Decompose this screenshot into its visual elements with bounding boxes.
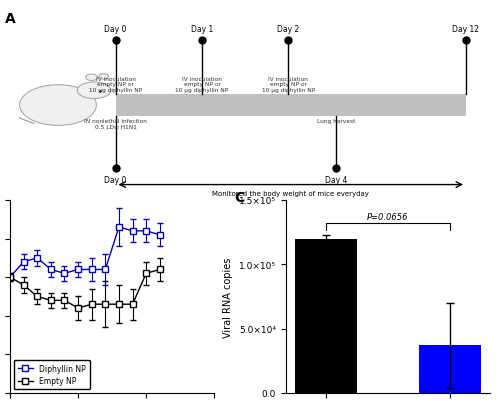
Text: Lung harvest: Lung harvest — [317, 119, 356, 124]
Text: IV inoculation
empty NP or
10 µg diphyllin NP: IV inoculation empty NP or 10 µg diphyll… — [262, 76, 315, 93]
Ellipse shape — [86, 75, 98, 81]
Text: Day 1: Day 1 — [191, 25, 213, 34]
Bar — [295, 239, 357, 393]
Ellipse shape — [99, 75, 108, 80]
Text: IV inoculation
empty NP or
10 µg diphyllin NP: IV inoculation empty NP or 10 µg diphyll… — [176, 76, 229, 93]
Text: A: A — [5, 12, 16, 26]
Text: IV inoculation
empty NP or
10 µg diphyllin NP: IV inoculation empty NP or 10 µg diphyll… — [89, 76, 142, 93]
Text: Monitored the body weight of mice everyday: Monitored the body weight of mice everyd… — [212, 190, 369, 196]
Text: Day 4: Day 4 — [325, 176, 347, 185]
Bar — [419, 346, 480, 393]
Text: IN nonlethal infection
0.5 LD₅₀ H1N1: IN nonlethal infection 0.5 LD₅₀ H1N1 — [84, 119, 147, 130]
Text: C: C — [234, 191, 245, 205]
FancyBboxPatch shape — [15, 71, 101, 141]
Y-axis label: Viral RNA copies: Viral RNA copies — [224, 257, 234, 337]
Text: Day 2: Day 2 — [278, 25, 299, 34]
Text: P=0.0656: P=0.0656 — [367, 212, 408, 221]
Text: Day 12: Day 12 — [452, 25, 479, 34]
Legend: Diphyllin NP, Empty NP: Diphyllin NP, Empty NP — [14, 360, 90, 389]
Text: Day 0: Day 0 — [104, 176, 127, 185]
Ellipse shape — [77, 83, 111, 99]
FancyBboxPatch shape — [116, 95, 466, 117]
Text: Day 0: Day 0 — [104, 25, 127, 34]
Ellipse shape — [20, 85, 96, 126]
